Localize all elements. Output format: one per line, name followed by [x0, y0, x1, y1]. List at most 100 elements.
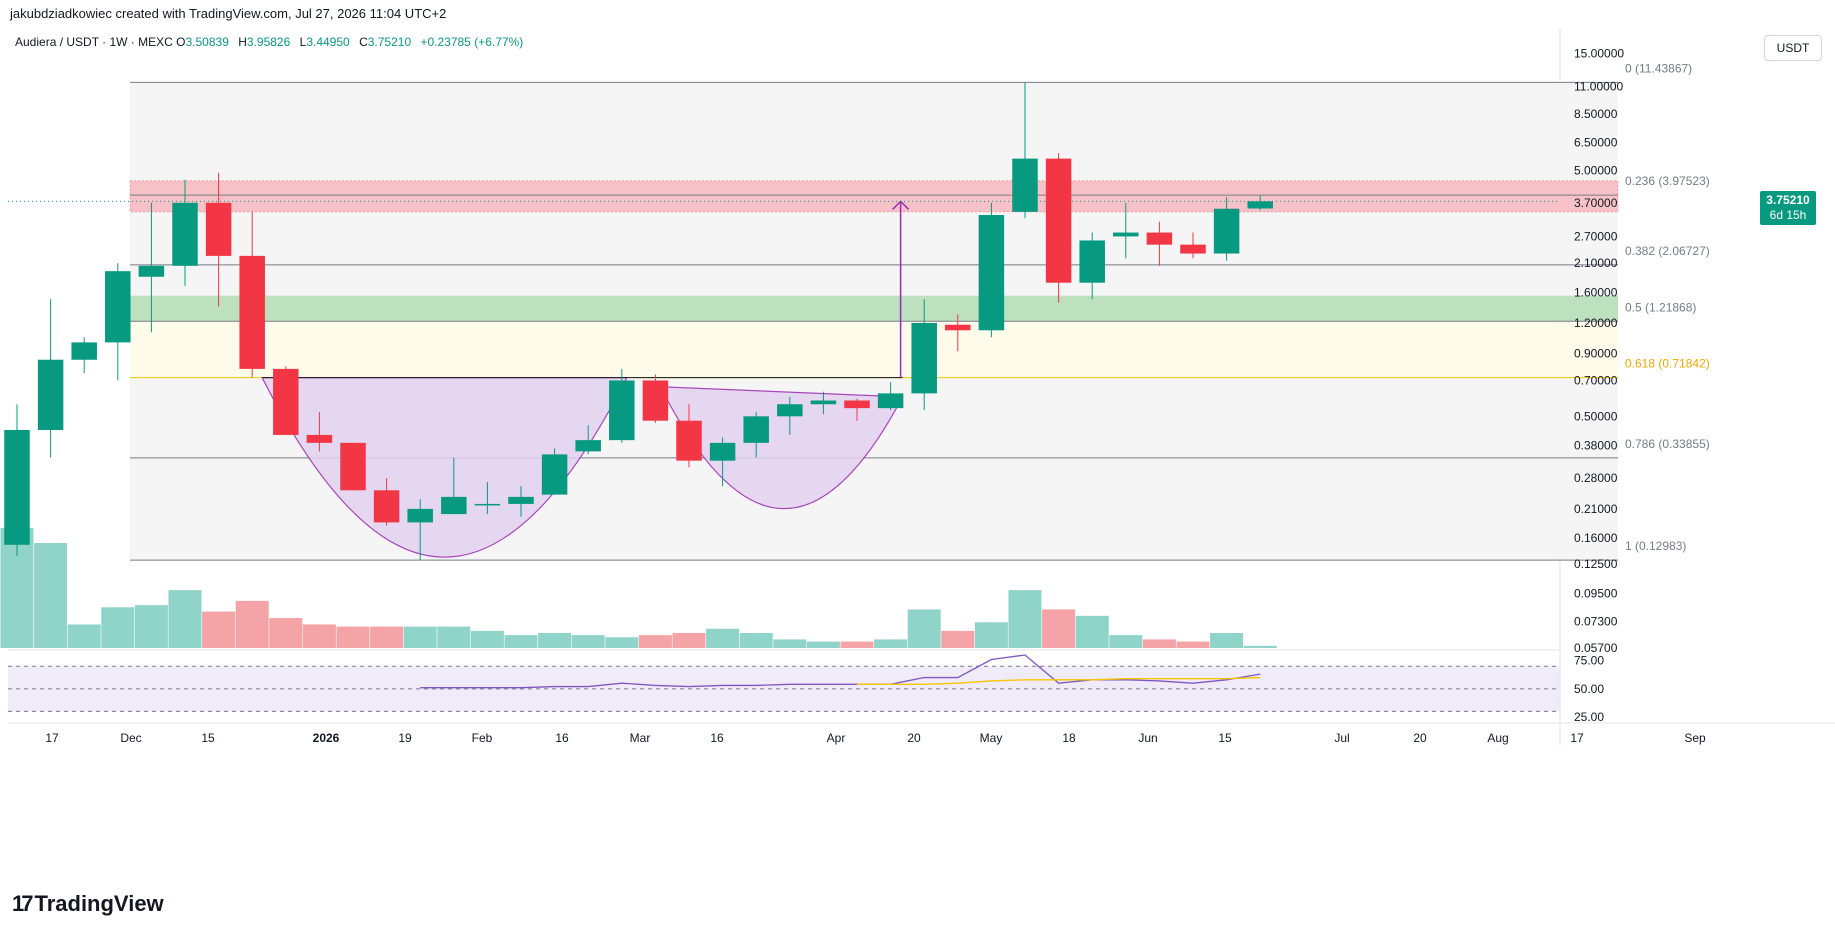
volume-bar	[168, 590, 202, 648]
price-tick-label: 2.10000	[1574, 256, 1618, 270]
candle-body	[138, 265, 165, 277]
fib-label: 0.382 (2.06727)	[1625, 244, 1710, 258]
time-tick-label: Dec	[120, 731, 141, 745]
volume-bar	[470, 630, 504, 648]
last-price-tag: 3.75210 6d 15h	[1760, 191, 1816, 226]
candle-body	[945, 324, 971, 331]
volume-bar	[202, 611, 236, 648]
time-tick-label: 20	[1413, 731, 1427, 745]
volume-bar	[672, 633, 706, 648]
volume-bar	[34, 543, 68, 648]
candle-body	[71, 342, 97, 360]
candle-body	[273, 368, 299, 435]
tradingview-logo-icon: 17	[12, 891, 34, 916]
price-tick-label: 0.16000	[1574, 531, 1618, 545]
rsi-line	[420, 654, 1261, 689]
last-price-value: 3.75210	[1766, 193, 1810, 208]
price-tick-label: 0.70000	[1574, 373, 1618, 387]
volume-bar	[437, 626, 471, 648]
candle-body	[306, 434, 333, 443]
time-tick-label: 17	[1570, 731, 1584, 745]
candle-body	[978, 215, 1005, 331]
candle-body	[441, 496, 467, 515]
volume-bar	[638, 635, 672, 648]
volume-bar	[403, 626, 437, 648]
volume-bar	[67, 624, 101, 648]
time-tick-label: 17	[45, 731, 59, 745]
volume-bar	[1042, 609, 1076, 648]
time-tick-label: Jun	[1138, 731, 1157, 745]
tradingview-logo[interactable]: 17 TradingView	[12, 891, 164, 917]
price-tick-label: 0.05700	[1574, 641, 1618, 655]
time-tick-label: 20	[907, 731, 921, 745]
ohlc-legend: Audiera / USDT · 1W · MEXC O3.50839 H3.9…	[15, 35, 529, 49]
time-tick-label: Apr	[827, 731, 846, 745]
candle-body	[777, 404, 803, 417]
candle-body	[1180, 244, 1206, 254]
time-tick-label: 15	[201, 731, 215, 745]
fib-band	[130, 82, 1618, 196]
candle-body	[1113, 232, 1139, 237]
volume-bar	[974, 622, 1008, 648]
time-tick-label: Mar	[630, 731, 651, 745]
change-value: +0.23785 (+6.77%)	[420, 35, 524, 49]
price-tick-label: 0.90000	[1574, 347, 1618, 361]
high-value: 3.95826	[246, 35, 291, 49]
candle-body	[911, 322, 937, 394]
candle-body	[474, 503, 501, 506]
high-label: H	[238, 35, 247, 49]
fib-label: 0.236 (3.97523)	[1625, 174, 1710, 188]
time-tick-label: May	[980, 731, 1003, 745]
price-tick-label: 2.70000	[1574, 229, 1618, 243]
time-tick-label: Aug	[1487, 731, 1508, 745]
symbol-label[interactable]: Audiera / USDT · 1W · MEXC	[15, 35, 173, 49]
price-tick-label: 5.00000	[1574, 164, 1618, 178]
chart-credit: jakubdziadkowiec created with TradingVie…	[10, 6, 447, 21]
close-value: 3.75210	[367, 35, 412, 49]
candle-body	[239, 255, 265, 369]
low-label: L	[299, 35, 307, 49]
tradingview-brand: TradingView	[34, 891, 164, 916]
candle-body	[844, 400, 870, 409]
candle-body	[407, 508, 433, 523]
price-tick-label: 3.70000	[1574, 196, 1618, 210]
candle-body	[810, 400, 837, 405]
candle-body	[1012, 158, 1038, 212]
volume-bar	[1176, 641, 1210, 648]
rsi-tick-label: 50.00	[1574, 682, 1604, 696]
candle-body	[609, 380, 635, 441]
fib-label: 0 (11.43867)	[1625, 61, 1692, 75]
fib-label: 1 (0.12983)	[1625, 539, 1686, 553]
price-tick-label: 0.38000	[1574, 439, 1618, 453]
volume-bar	[134, 605, 168, 648]
candle-body	[172, 202, 198, 266]
volume-bar	[773, 639, 807, 648]
time-tick-label: 15	[1218, 731, 1232, 745]
volume-bar	[874, 639, 908, 648]
currency-button[interactable]: USDT	[1764, 35, 1822, 61]
volume-bar	[504, 635, 538, 648]
candle-body	[541, 454, 568, 495]
volume-bar	[101, 607, 135, 648]
time-tick-label: 2026	[313, 731, 340, 745]
volume-bar	[806, 641, 840, 648]
candle-body	[205, 202, 232, 256]
volume-bar	[269, 618, 303, 648]
volume-bar	[1109, 635, 1143, 648]
price-tick-label: 0.28000	[1574, 471, 1618, 485]
candle-body	[1079, 240, 1105, 283]
price-tick-label: 15.00000	[1574, 46, 1624, 60]
price-tick-label: 0.09500	[1574, 587, 1618, 601]
price-tick-label: 6.50000	[1574, 136, 1618, 150]
price-tick-label: 1.60000	[1574, 285, 1618, 299]
candle-body	[508, 496, 534, 504]
volume-bar	[370, 626, 404, 648]
time-tick-label: 16	[555, 731, 569, 745]
rsi-tick-label: 25.00	[1574, 710, 1604, 724]
price-tick-label: 1.20000	[1574, 316, 1618, 330]
bar-countdown: 6d 15h	[1769, 208, 1807, 223]
price-tick-label: 0.50000	[1574, 409, 1618, 423]
price-tick-label: 8.50000	[1574, 107, 1618, 121]
volume-bar	[571, 635, 605, 648]
